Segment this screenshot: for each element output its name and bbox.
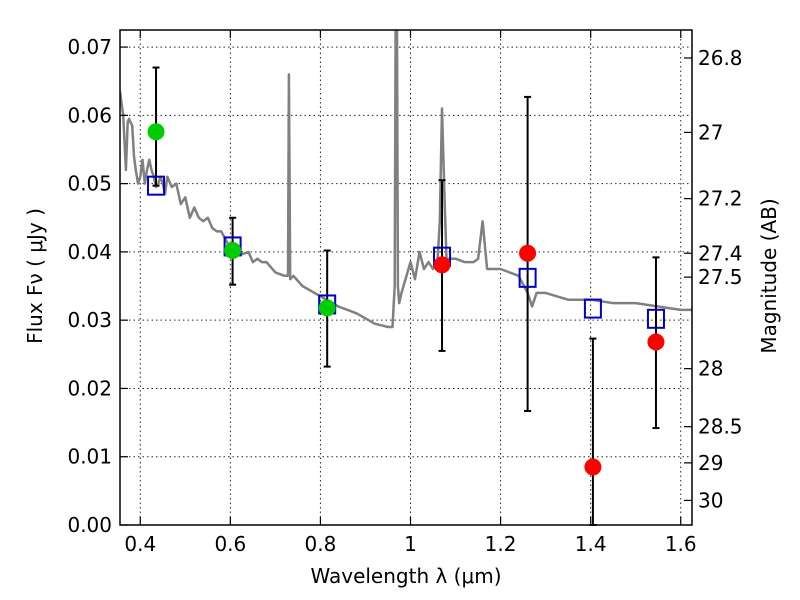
data-points-layer bbox=[147, 123, 665, 476]
observed-point-green bbox=[224, 242, 242, 260]
x-tick-label: 1.4 bbox=[575, 532, 607, 556]
x-tick-label: 1.6 bbox=[665, 532, 697, 556]
right-tick-label: 27.2 bbox=[698, 187, 743, 211]
right-tick-label: 27.4 bbox=[698, 241, 743, 265]
right-tick-label: 29 bbox=[698, 451, 723, 475]
model-photometry-square bbox=[518, 267, 537, 288]
observed-point-red bbox=[519, 244, 537, 262]
right-tick-label: 28 bbox=[698, 357, 723, 381]
y-axis-label-right: Magnitude (AB) bbox=[757, 198, 781, 353]
model-photometry-square bbox=[646, 308, 665, 329]
x-tick-label: 0.4 bbox=[124, 532, 156, 556]
right-tick-label: 26.8 bbox=[698, 46, 743, 70]
y-tick-label: 0.00 bbox=[67, 513, 112, 537]
observed-point-green bbox=[318, 299, 336, 317]
model-spectrum-line bbox=[120, 30, 692, 329]
x-tick-label: 0.6 bbox=[214, 532, 246, 556]
y-axis-label-left: Flux Fν ( μJy ) bbox=[23, 208, 47, 344]
axes bbox=[119, 29, 693, 526]
y-tick-label: 0.02 bbox=[67, 376, 112, 400]
observed-point-red bbox=[433, 256, 451, 274]
observed-point-red bbox=[584, 458, 602, 476]
x-axis-label: Wavelength λ (μm) bbox=[310, 564, 501, 588]
observed-point-green bbox=[147, 123, 165, 141]
y-tick-label: 0.07 bbox=[67, 35, 112, 59]
right-tick-label: 30 bbox=[698, 488, 723, 512]
x-tick-label: 1 bbox=[404, 532, 417, 556]
model-spectrum-layer bbox=[120, 30, 692, 329]
right-tick-labels: 26.8 27 27.2 27.427.5 28 28.5 29 30 bbox=[698, 46, 743, 512]
x-tick-label: 0.8 bbox=[305, 532, 337, 556]
y-tick-label: 0.04 bbox=[67, 240, 112, 264]
observed-point-red bbox=[647, 333, 665, 351]
y-tick-label: 0.06 bbox=[67, 103, 112, 127]
model-photometry-square bbox=[147, 175, 166, 196]
right-tick-label: 27 bbox=[698, 120, 723, 144]
y-tick-label: 0.03 bbox=[67, 308, 112, 332]
y-tick-label: 0.05 bbox=[67, 172, 112, 196]
right-tick-label: 27.5 bbox=[698, 265, 743, 289]
grid-lines bbox=[120, 30, 692, 526]
x-tick-labels: 0.4 0.6 0.8 1 1.2 1.4 1.6 bbox=[124, 532, 696, 556]
right-tick-label: 28.5 bbox=[698, 415, 743, 439]
y-tick-label: 0.01 bbox=[67, 445, 112, 469]
model-photometry-square bbox=[583, 298, 602, 319]
y-tick-labels: 0.00 0.01 0.02 0.03 0.04 0.05 0.06 0.07 bbox=[67, 35, 112, 537]
x-tick-label: 1.2 bbox=[485, 532, 517, 556]
